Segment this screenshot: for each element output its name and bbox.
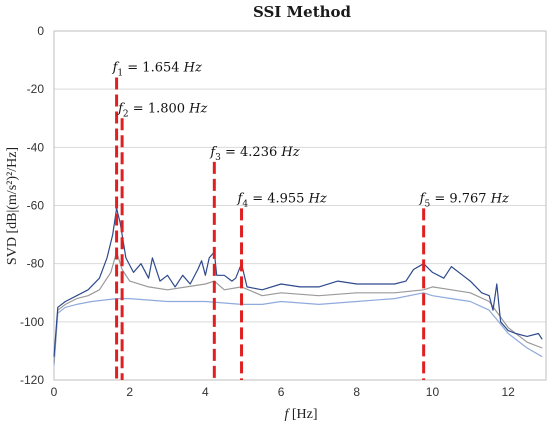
peak-label-subscript: 5 <box>424 199 430 209</box>
x-tick-label: 8 <box>353 385 360 399</box>
y-tick-label: -80 <box>27 257 45 271</box>
y-tick-label: -40 <box>27 140 45 154</box>
x-axis-label-symbol: f <box>284 407 290 422</box>
peak-label-f5: f5 = 9.767 Hz <box>419 191 509 209</box>
y-axis-label: SVD [dB|(m/s²)²/Hz] <box>5 147 20 265</box>
x-tick-label: 6 <box>278 385 285 399</box>
series-line-3 <box>53 292 543 366</box>
x-axis-label-unit: [Hz] <box>288 407 317 422</box>
peak-label-value: = 4.955 <box>248 191 309 206</box>
y-tick-label: -120 <box>20 373 44 387</box>
chart-title: SSI Method <box>253 3 352 21</box>
x-tick-label: 12 <box>501 385 515 399</box>
peak-label-f2: f2 = 1.800 Hz <box>117 101 207 119</box>
peak-label-symbol: f <box>112 61 120 76</box>
peak-label-unit: Hz <box>188 101 207 116</box>
peak-label-f4: f4 = 4.955 Hz <box>237 191 327 209</box>
peak-label-f1: f1 = 1.654 Hz <box>112 61 202 79</box>
peak-label-value: = 9.767 <box>430 191 491 206</box>
y-tick-label: -100 <box>20 315 44 329</box>
peak-label-symbol: f <box>419 191 427 206</box>
grid-lines <box>53 30 547 381</box>
y-tick-labels: 0 -20 -40 -60 -80 -100 -120 <box>20 24 44 387</box>
peak-label-unit: Hz <box>280 145 299 160</box>
plot-frame <box>53 30 547 381</box>
peak-label-unit: Hz <box>308 191 327 206</box>
series-lines <box>53 207 543 366</box>
peak-label-subscript: 2 <box>123 109 129 119</box>
peak-label-unit: Hz <box>183 61 202 76</box>
x-tick-label: 2 <box>126 385 133 399</box>
peak-label-value: = 1.654 <box>123 61 184 76</box>
peak-label-subscript: 3 <box>215 153 221 163</box>
peak-label-unit: Hz <box>490 191 509 206</box>
peak-label-subscript: 4 <box>242 199 248 209</box>
peak-label-symbol: f <box>237 191 245 206</box>
series-line-2 <box>53 251 543 363</box>
x-tick-label: 10 <box>426 385 440 399</box>
peak-label-value: = 4.236 <box>221 145 282 160</box>
y-tick-label: -20 <box>27 82 45 96</box>
x-axis-label: f [Hz] <box>284 407 317 422</box>
series-line-1 <box>53 207 543 357</box>
peak-label-f3: f3 = 4.236 Hz <box>209 145 299 163</box>
x-tick-labels: 0 2 4 6 8 10 12 <box>51 385 515 399</box>
y-tick-label: -60 <box>27 199 45 213</box>
x-tick-label: 0 <box>51 385 58 399</box>
y-tick-label: 0 <box>37 24 44 38</box>
peak-label-value: = 1.800 <box>129 101 190 116</box>
peak-label-symbol: f <box>117 101 125 116</box>
x-tick-label: 4 <box>202 385 209 399</box>
peak-label-symbol: f <box>209 145 217 160</box>
peak-label-subscript: 1 <box>117 69 123 79</box>
